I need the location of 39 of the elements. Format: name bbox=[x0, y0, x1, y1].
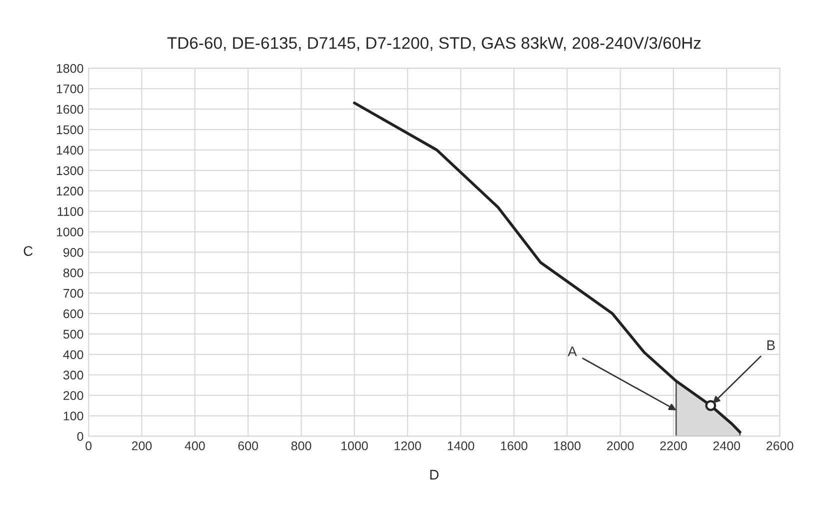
line-series bbox=[353, 102, 742, 434]
y-tick-label: 400 bbox=[63, 350, 84, 360]
x-tick-label: 2400 bbox=[713, 441, 740, 450]
y-axis-title: C bbox=[24, 246, 33, 256]
x-tick-label: 1200 bbox=[394, 441, 422, 450]
x-tick-label: 1600 bbox=[501, 441, 528, 450]
y-tick-label: 300 bbox=[63, 370, 84, 380]
y-tick-label: 1500 bbox=[56, 125, 84, 134]
x-tick-label: 400 bbox=[184, 441, 205, 450]
y-tick-label: 200 bbox=[63, 391, 84, 400]
x-tick-label: 1000 bbox=[341, 441, 368, 450]
y-tick-label: 500 bbox=[63, 330, 84, 339]
x-tick-label: 2600 bbox=[766, 441, 794, 450]
x-tick-label: 1800 bbox=[554, 441, 581, 450]
y-tick-label: 600 bbox=[63, 309, 84, 318]
y-tick-label: 100 bbox=[64, 412, 84, 420]
y-tick-label: 1100 bbox=[58, 207, 84, 216]
annotation: B bbox=[767, 340, 775, 350]
x-tick-label: 200 bbox=[132, 441, 152, 450]
y-tick-label: 0 bbox=[77, 432, 84, 441]
y-tick-label: 900 bbox=[63, 248, 84, 257]
y-tick-label: 1300 bbox=[56, 166, 84, 176]
x-tick-label: 2000 bbox=[607, 441, 634, 450]
y-tick-label: 800 bbox=[63, 268, 84, 278]
y-tick-label: 1700 bbox=[56, 84, 84, 94]
x-tick-label: 800 bbox=[291, 441, 312, 450]
y-tick-label: 1800 bbox=[56, 64, 84, 73]
x-tick-label: 2200 bbox=[660, 441, 687, 450]
x-axis-title: D bbox=[430, 470, 439, 480]
x-tick-label: 600 bbox=[238, 441, 258, 450]
y-tick-label: 700 bbox=[63, 288, 84, 298]
chart-title: TD6-60, DE-6135, D7145, D7-1200, STD, GAS 83kW, 208-240V/3/60Hz bbox=[167, 36, 701, 51]
y-tick-label: 1400 bbox=[56, 146, 84, 155]
y-tick-label: 1600 bbox=[56, 104, 84, 114]
x-tick-label: 0 bbox=[86, 441, 92, 450]
x-tick-label: 1400 bbox=[448, 441, 474, 450]
y-tick-label: 1000 bbox=[56, 228, 84, 236]
annotation: A bbox=[568, 346, 577, 356]
y-tick-label: 1200 bbox=[56, 186, 84, 196]
